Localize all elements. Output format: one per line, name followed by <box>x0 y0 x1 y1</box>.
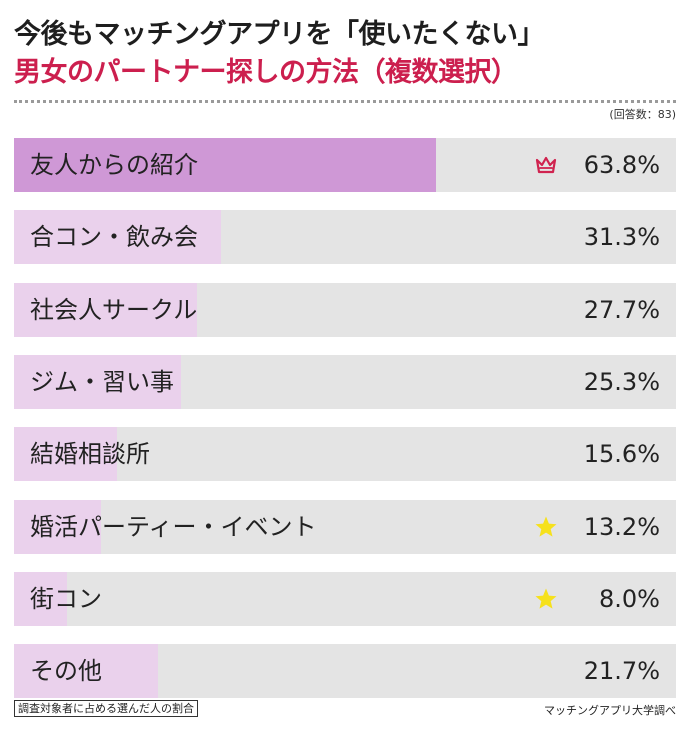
bar-value-label: 21.7% <box>583 657 660 685</box>
bar-label: 友人からの紹介 <box>30 151 198 179</box>
crown-icon <box>535 156 557 174</box>
bar-fill <box>14 138 437 192</box>
bar-label: 社会人サークル <box>30 296 198 324</box>
bar-fill <box>14 427 118 481</box>
bar-label: 婚活パーティー・イベント <box>30 513 317 541</box>
bar-value-label: 63.8% <box>583 151 660 179</box>
footnote: 調査対象者に占める選んだ人の割合 <box>14 700 198 717</box>
bar-value-label: 31.3% <box>583 223 660 251</box>
bar-row: ジム・習い事 25.3% <box>14 355 676 409</box>
star-icon <box>535 516 557 537</box>
bar-row: 街コン 8.0% <box>14 572 676 626</box>
bar-fill <box>14 644 158 698</box>
bar-fill <box>14 355 182 409</box>
bar-fill <box>14 572 67 626</box>
bar-label: 街コン <box>30 585 102 613</box>
star-icon <box>535 588 557 609</box>
bar-label: 合コン・飲み会 <box>30 223 198 251</box>
chart-title-line1: 今後もマッチングアプリを「使いたくない」 <box>14 19 545 50</box>
title-divider <box>14 100 676 103</box>
bar-value-label: 25.3% <box>583 368 660 396</box>
bar-fill <box>14 283 198 337</box>
bar-row: その他 21.7% <box>14 644 676 698</box>
bar-row: 結婚相談所 15.6% <box>14 427 676 481</box>
bar-label: その他 <box>30 657 102 685</box>
bar-value-label: 13.2% <box>583 513 660 541</box>
bar-row: 友人からの紹介 63.8% <box>14 138 676 192</box>
bar-row: 社会人サークル 27.7% <box>14 283 676 337</box>
bar-fill <box>14 210 222 264</box>
respondent-count: (回答数：83) <box>609 108 676 121</box>
bar-label: 結婚相談所 <box>30 440 150 468</box>
source-credit: マッチングアプリ大学調べ <box>544 704 676 717</box>
bar-value-label: 15.6% <box>583 440 660 468</box>
bar-label: ジム・習い事 <box>30 368 174 396</box>
bar-value-label: 27.7% <box>583 296 660 324</box>
bar-value-label: 8.0% <box>599 585 660 613</box>
chart-title-line2: 男女のパートナー探しの方法（複数選択） <box>14 57 518 88</box>
bar-row: 合コン・飲み会 31.3% <box>14 210 676 264</box>
bar-fill <box>14 500 102 554</box>
bar-row: 婚活パーティー・イベント 13.2% <box>14 500 676 554</box>
